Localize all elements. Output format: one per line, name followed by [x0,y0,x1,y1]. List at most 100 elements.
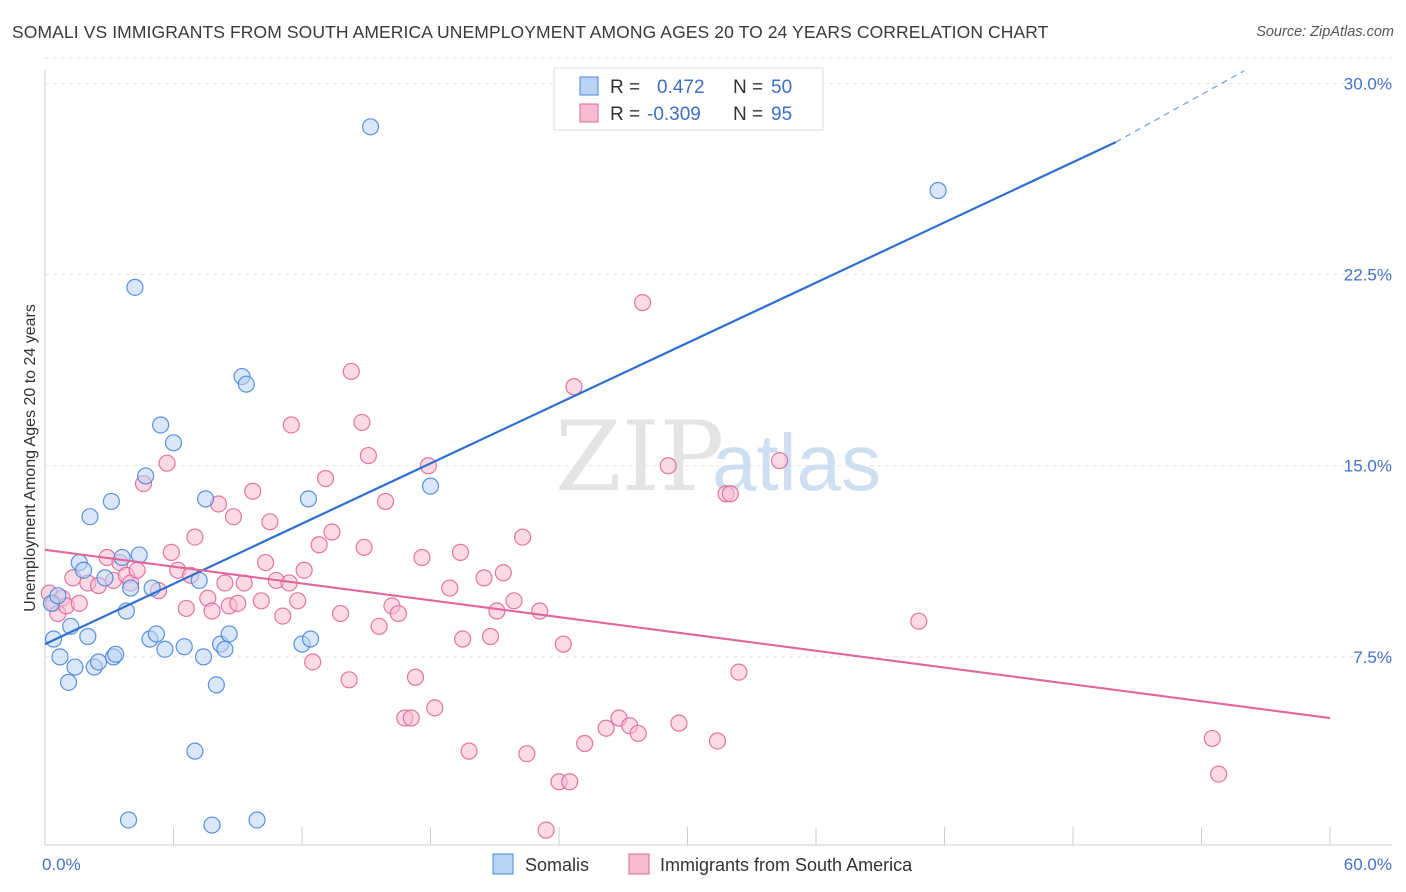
sa-point [274,607,292,625]
sa-point [355,538,373,556]
sa-trend-line [44,548,1331,720]
sa-point [419,457,437,475]
somali-point [175,638,193,656]
sa-point [402,709,420,727]
trend-lines [44,70,1331,720]
somali-point [152,416,170,434]
somali-point [299,490,318,508]
y-tick-labels: 7.5% 15.0% 22.5% 30.0% [1344,74,1392,666]
sa-point [261,513,279,531]
y-axis-label: Unemployment Among Ages 20 to 24 years [22,304,39,612]
somali-point [79,627,97,646]
somali-point [51,648,69,666]
sa-point [186,528,204,546]
somali-point [113,548,131,567]
sa-point [513,528,532,546]
sa-point [216,574,234,592]
sa-point [295,561,313,579]
chart-title: SOMALI VS IMMIGRANTS FROM SOUTH AMERICA … [12,22,1049,42]
sa-point [353,413,371,432]
sa-point [323,523,341,541]
legend-box [553,67,824,131]
source-label: Source: ZipAtlas.com [1256,24,1394,40]
sa-point [70,594,88,612]
somali-point [186,742,204,760]
sa-point [1203,729,1221,748]
somali-point [164,434,183,452]
somali-point [421,477,440,495]
somali-point [96,569,114,587]
somali-point [156,640,174,658]
somali-point [102,492,120,511]
y-tick-label: 22.5% [1344,266,1392,285]
sa-point [359,446,377,465]
sa-point [730,663,748,681]
x-axis-ticks [44,827,1331,845]
y-tick-label: 15.0% [1344,457,1392,476]
sa-point [629,724,647,742]
somali-point [126,278,144,296]
somali-point [248,811,266,829]
watermark: ZIP atlas [555,401,881,513]
sa-point [488,602,506,620]
somali-point [122,579,140,597]
legend-somali-r-label: R = [610,77,640,98]
sa-point [633,294,652,312]
sa-point [304,653,322,671]
somali-trend-line [44,141,1117,646]
sa-point [406,668,425,686]
somali-point [74,561,93,579]
somali-point [220,625,238,643]
somali-point [137,467,155,485]
sa-point [659,457,677,475]
legend-sa-r-value: -0.309 [647,104,701,125]
legend-sa-swatch [579,103,599,123]
somali-point [203,816,221,834]
legend-somali-n-value: 50 [771,77,792,98]
gridlines [45,57,1392,658]
sa-point [158,454,176,472]
sa-point [229,594,247,612]
sa-point [282,416,300,434]
sa-point [494,564,512,582]
sa-point [316,469,335,488]
sa-point [454,630,472,648]
sa-point [708,732,727,750]
somali-trend-extension [1115,70,1245,143]
sa-point [576,734,594,753]
sa-point [565,378,583,396]
sa-point [342,362,360,381]
sa-point [518,745,536,763]
somali-point [119,811,138,829]
sa-point [340,671,358,689]
series-south-america-points [40,294,1228,839]
sa-point [177,599,195,618]
legend-sa-n-value: 95 [771,104,792,125]
sa-point [256,553,275,572]
somali-point [89,653,108,671]
legend-bottom-sa-swatch [628,853,650,875]
watermark-atlas: atlas [712,418,881,507]
legend-sa-n-label: N = [733,104,763,125]
somali-point [66,658,84,676]
sa-point [244,482,262,500]
somali-point [301,630,320,648]
legend-somali-swatch [579,76,599,96]
sa-point [1210,765,1228,783]
legend-bottom-somali-label: Somalis [525,855,589,875]
somali-point [216,640,234,658]
somali-point [107,645,125,663]
y-tick-label: 30.0% [1344,74,1392,93]
sa-point [252,592,270,610]
somali-point [237,375,255,393]
sa-point [426,699,444,717]
sa-point [770,452,789,470]
legend-bottom-sa-label: Immigrants from South America [660,855,913,875]
sa-point [721,485,739,503]
sa-point [370,617,388,635]
somali-point [929,181,947,200]
sa-point [376,492,395,511]
sa-point [531,602,549,620]
legend-sa-r-label: R = [610,104,640,125]
